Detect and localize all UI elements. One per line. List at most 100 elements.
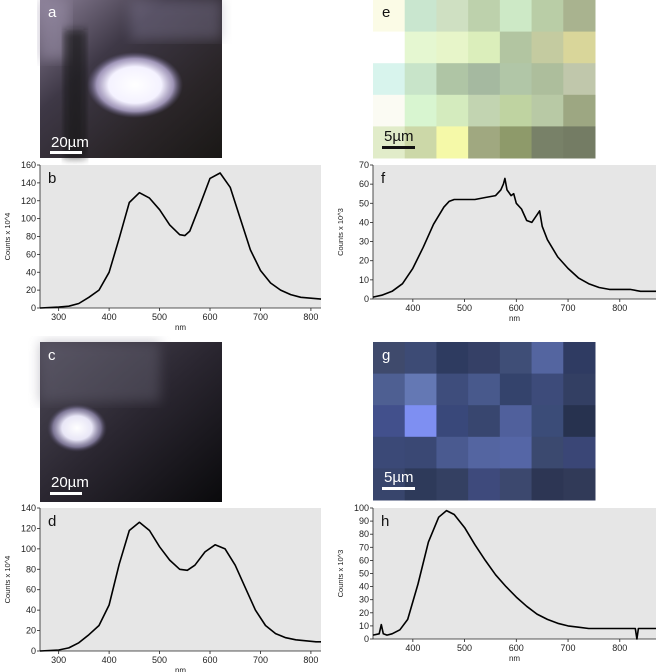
grid-cell bbox=[499, 373, 533, 406]
y-tick-label: 60 bbox=[26, 585, 36, 595]
y-tick-label: 0 bbox=[31, 646, 36, 656]
grid-cell bbox=[563, 94, 596, 127]
y-tick-label: 40 bbox=[26, 267, 36, 277]
y-tick-label: 40 bbox=[359, 582, 369, 592]
grid-cell bbox=[468, 94, 501, 127]
x-tick-label: 400 bbox=[102, 655, 117, 665]
scalebar-label-c: 20µm bbox=[51, 474, 89, 491]
y-tick-label: 30 bbox=[359, 237, 369, 247]
scalebar-c bbox=[50, 492, 82, 495]
spectrum-chart-d: 0 20 40 60 80 100 120 140 300 400 500 600 700 800 nm Co… bbox=[3, 503, 321, 672]
x-tick-label: 600 bbox=[202, 655, 217, 665]
y-tick-label: 0 bbox=[364, 294, 369, 304]
x-tick-label: 300 bbox=[51, 655, 66, 665]
grid-cell bbox=[531, 373, 564, 406]
grid-cell bbox=[468, 436, 501, 469]
spectrum-line bbox=[39, 172, 322, 309]
grid-cell bbox=[373, 405, 406, 438]
y-tick-label: 20 bbox=[26, 285, 36, 295]
y-tick-label: 70 bbox=[359, 160, 369, 170]
grid-cell bbox=[404, 63, 437, 96]
grid-cell bbox=[499, 436, 533, 469]
grid-cell bbox=[563, 0, 596, 33]
grid-cell bbox=[404, 342, 437, 375]
grid-cell bbox=[373, 373, 406, 406]
x-tick-label: 800 bbox=[612, 643, 627, 653]
plot-area bbox=[40, 165, 321, 308]
grid-panel-g: g 5µm bbox=[373, 342, 596, 501]
x-tick-label: 700 bbox=[253, 312, 268, 322]
grid-cell bbox=[499, 468, 533, 501]
grid-cell bbox=[563, 31, 596, 64]
grid-cell bbox=[563, 342, 596, 375]
x-axis-title: nm bbox=[509, 314, 520, 323]
grid-cell bbox=[563, 126, 596, 159]
x-tick-label: 500 bbox=[457, 303, 472, 313]
grid-cell bbox=[563, 468, 596, 501]
y-tick-label: 100 bbox=[21, 214, 36, 224]
grid-cell bbox=[404, 373, 437, 406]
grid-panel-e: e 5µm bbox=[373, 0, 596, 159]
scalebar-label-g: 5µm bbox=[384, 469, 413, 486]
grid-cell bbox=[373, 342, 406, 375]
x-tick-label: 400 bbox=[405, 643, 420, 653]
grid-cell bbox=[468, 468, 501, 501]
y-tick-label: 70 bbox=[359, 542, 369, 552]
y-tick-label: 140 bbox=[21, 503, 36, 513]
y-axis-title: Counts x 10^3 bbox=[336, 208, 345, 256]
panel-label-g: g bbox=[382, 347, 390, 364]
y-tick-label: 60 bbox=[359, 179, 369, 189]
y-tick-label: 20 bbox=[359, 608, 369, 618]
grid-cell bbox=[468, 373, 501, 406]
y-tick-label: 160 bbox=[21, 160, 36, 170]
y-tick-label: 30 bbox=[359, 595, 369, 605]
plot-area bbox=[373, 508, 656, 639]
grid-cell bbox=[404, 31, 437, 64]
grid-cell bbox=[436, 342, 469, 375]
grid-cell bbox=[468, 31, 501, 64]
y-tick-label: 140 bbox=[21, 178, 36, 188]
grid-cell bbox=[373, 436, 406, 469]
x-tick-label: 600 bbox=[202, 312, 217, 322]
x-axis-title: nm bbox=[175, 323, 186, 332]
spectrum-line bbox=[39, 521, 321, 652]
spectrum-chart-h: 0 10 20 30 40 50 60 70 80 90 100 400 500 600 700 800 nm C… bbox=[336, 503, 656, 663]
y-axis-title: Counts x 10^3 bbox=[336, 550, 345, 598]
x-tick-label: 700 bbox=[561, 643, 576, 653]
grid-cell bbox=[404, 94, 437, 127]
grid-cell bbox=[373, 94, 406, 127]
x-tick-label: 600 bbox=[509, 643, 524, 653]
y-tick-label: 80 bbox=[26, 564, 36, 574]
grid-cell bbox=[436, 31, 469, 64]
x-tick-label: 800 bbox=[303, 655, 318, 665]
grid-cell bbox=[404, 468, 437, 501]
x-tick-label: 400 bbox=[102, 312, 117, 322]
grid-cell bbox=[373, 31, 406, 64]
y-tick-label: 40 bbox=[26, 605, 36, 615]
scalebar-label-a: 20µm bbox=[51, 134, 89, 151]
x-tick-label: 300 bbox=[51, 312, 66, 322]
grid-cell bbox=[499, 31, 533, 64]
panel-label-d: d bbox=[48, 513, 56, 530]
image-panel-c: c 20µm bbox=[40, 342, 222, 502]
y-tick-label: 60 bbox=[26, 249, 36, 259]
grid-cell bbox=[373, 63, 406, 96]
x-tick-label: 400 bbox=[405, 303, 420, 313]
panel-label-c: c bbox=[48, 347, 56, 364]
x-axis-title: nm bbox=[175, 666, 186, 672]
y-tick-label: 100 bbox=[354, 503, 369, 513]
grid-cell bbox=[563, 63, 596, 96]
panel-label-f: f bbox=[381, 170, 386, 187]
image-c-bright-spot bbox=[47, 404, 107, 452]
grid-cell bbox=[373, 0, 406, 33]
grid-cell bbox=[436, 126, 469, 159]
grid-cell bbox=[531, 126, 564, 159]
plot-area bbox=[373, 165, 656, 299]
y-axis-title: Counts x 10^4 bbox=[3, 556, 12, 604]
grid-cell bbox=[499, 126, 533, 159]
y-tick-label: 0 bbox=[31, 303, 36, 313]
scalebar-a bbox=[50, 151, 82, 154]
grid-cell bbox=[531, 468, 564, 501]
grid-cell bbox=[404, 0, 437, 33]
grid-cell bbox=[436, 405, 469, 438]
